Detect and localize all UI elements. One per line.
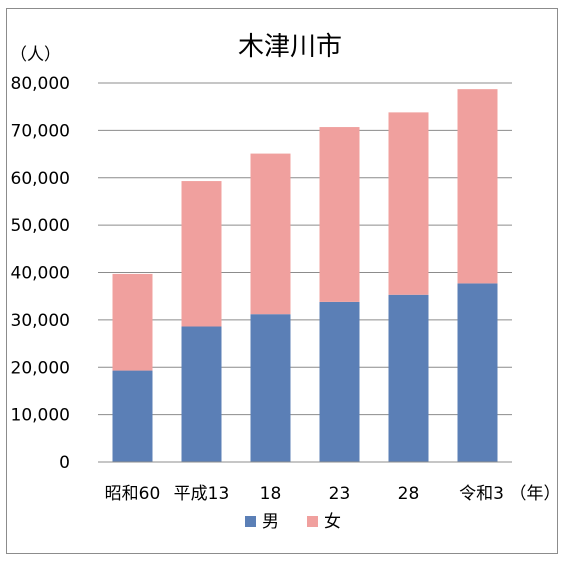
x-tick-label: 平成13	[174, 484, 230, 504]
y-tick-label: 50,000	[11, 216, 70, 236]
bars	[112, 89, 498, 462]
bar-segment	[388, 294, 429, 462]
x-tick-label: 昭和60	[105, 484, 161, 504]
y-tick-label: 0	[59, 453, 70, 473]
bar-segment	[250, 153, 291, 315]
legend-swatch	[307, 516, 318, 527]
bar-segment	[112, 370, 153, 462]
bar-segment	[388, 112, 429, 295]
x-axis-unit-label: （年）	[510, 484, 561, 504]
x-tick-label: 23	[329, 484, 351, 504]
bar-segment	[319, 301, 360, 462]
y-tick-label: 70,000	[11, 121, 70, 141]
bar-segment	[457, 283, 498, 462]
bar-segment	[250, 314, 291, 462]
y-tick-label: 60,000	[11, 169, 70, 189]
y-tick-label: 20,000	[11, 358, 70, 378]
gridlines	[98, 82, 512, 416]
legend-swatch	[245, 516, 256, 527]
y-tick-label: 10,000	[11, 406, 70, 426]
bar-segment	[112, 273, 153, 371]
y-tick-label: 80,000	[11, 74, 70, 94]
x-tick-label: 28	[398, 484, 420, 504]
legend-label: 男	[262, 512, 279, 532]
x-tick-label: 18	[260, 484, 282, 504]
bar-segment	[181, 326, 222, 462]
bar-segment	[319, 127, 360, 302]
legend: 男女	[245, 512, 341, 532]
bar-segment	[457, 89, 498, 284]
x-tick-label: 令和3	[459, 484, 504, 504]
y-axis-unit-label: （人）	[10, 45, 61, 65]
legend-label: 女	[324, 512, 341, 532]
axes: 0 10,000 20,000 30,000 40,000 50,000 60,000 70,…	[11, 74, 561, 504]
bar-segment	[181, 181, 222, 327]
chart-title: 木津川市	[238, 32, 342, 62]
y-tick-label: 30,000	[11, 311, 70, 331]
y-tick-label: 40,000	[11, 264, 70, 284]
